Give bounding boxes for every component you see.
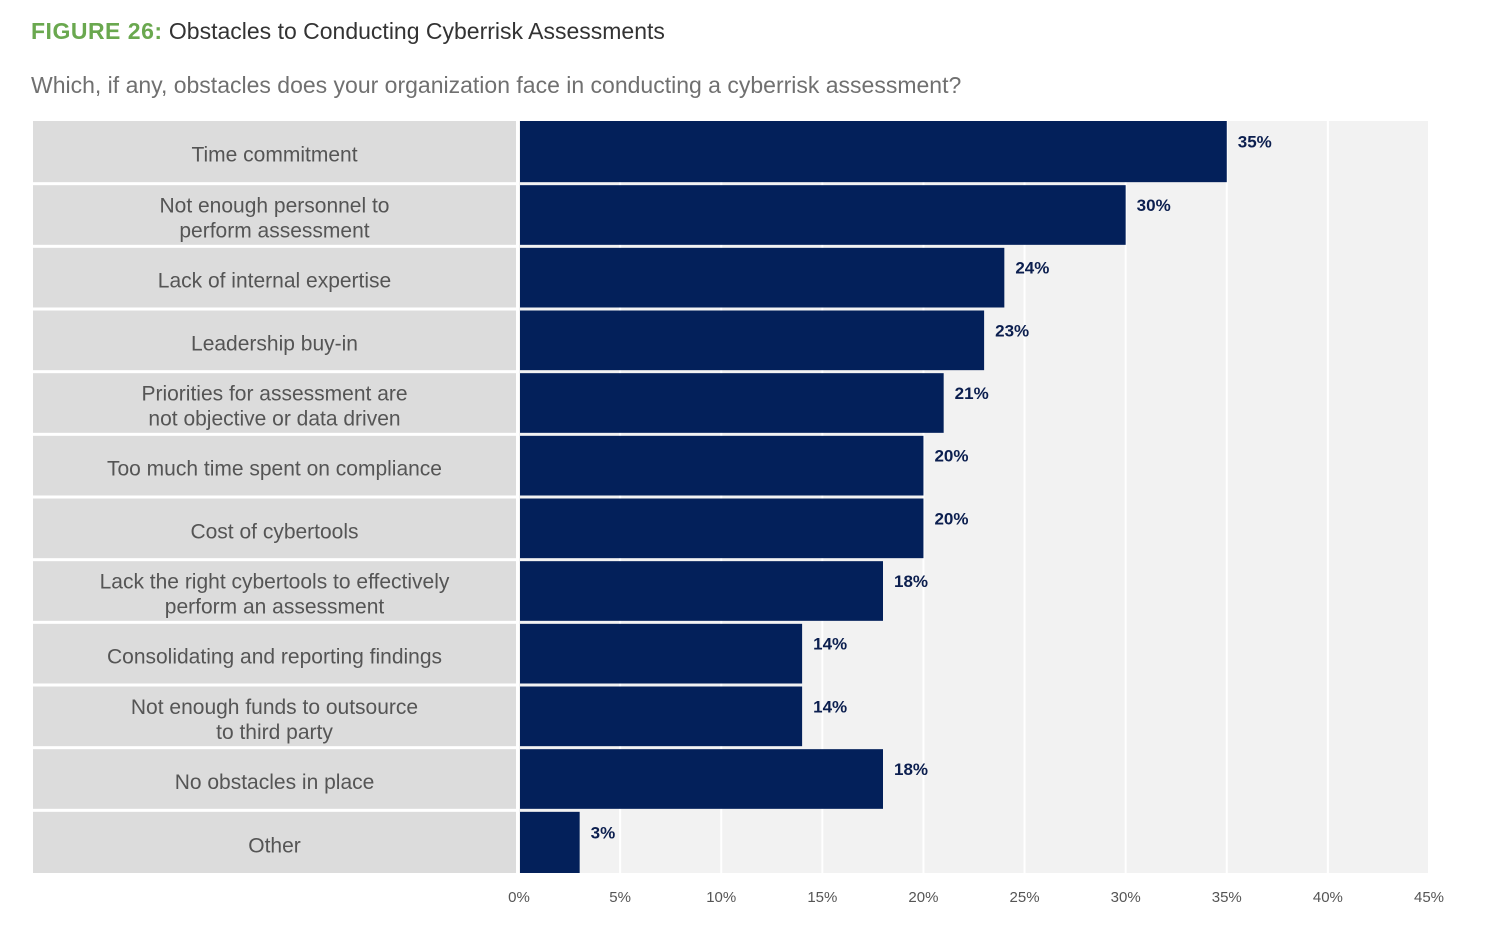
bar <box>520 121 1227 183</box>
figure-title: FIGURE 26: Obstacles to Conducting Cyber… <box>31 18 665 45</box>
category-label: Not enough funds to outsource to third pa… <box>131 696 418 744</box>
category-band <box>33 749 516 809</box>
tick-label: 15% <box>807 889 837 906</box>
tick-label: 30% <box>1111 889 1141 906</box>
tick-label: 35% <box>1212 889 1242 906</box>
value-label: 21% <box>955 384 989 403</box>
category-label: Too much time spent on compliance <box>107 458 442 481</box>
category-label: Lack the right cybertools to effectively… <box>100 571 450 619</box>
category-band <box>33 498 516 559</box>
figure-tag: FIGURE 26: <box>31 18 163 44</box>
category-label: Priorities for assessment are not objecti… <box>141 383 407 431</box>
bar <box>520 561 883 621</box>
category-label: Other <box>248 834 301 857</box>
category-label: Lack of internal expertise <box>158 270 391 293</box>
value-label: 35% <box>1238 133 1272 152</box>
value-label: 14% <box>813 635 847 654</box>
bar <box>520 498 924 559</box>
tick-label: 40% <box>1313 889 1343 906</box>
category-label: Cost of cybertools <box>190 520 358 543</box>
bar <box>520 749 883 809</box>
category-band <box>33 811 516 873</box>
category-band <box>33 561 516 621</box>
tick-label: 5% <box>609 889 631 906</box>
value-label: 30% <box>1137 196 1171 215</box>
tick-label: 45% <box>1414 889 1444 906</box>
category-label: Not enough personnel to perform assessmen… <box>159 195 389 243</box>
category-band <box>33 686 516 747</box>
figure-title-text: Obstacles to Conducting Cyberrisk Assess… <box>168 18 665 44</box>
value-label: 18% <box>894 572 928 591</box>
bar <box>520 373 944 433</box>
value-label: 18% <box>894 760 928 779</box>
value-label: 3% <box>591 823 616 842</box>
category-label: No obstacles in place <box>175 771 375 794</box>
category-band <box>33 623 516 684</box>
value-label: 20% <box>934 447 968 466</box>
tick-label: 25% <box>1010 889 1040 906</box>
category-band <box>33 373 516 433</box>
tick-label: 10% <box>706 889 736 906</box>
category-band <box>33 310 516 371</box>
value-label: 24% <box>1015 259 1049 278</box>
bar <box>520 185 1126 245</box>
category-label: Leadership buy-in <box>191 332 358 355</box>
category-label: Consolidating and reporting findings <box>107 646 442 669</box>
category-band <box>33 185 516 245</box>
value-label: 23% <box>995 321 1029 340</box>
value-label: 14% <box>813 697 847 716</box>
plot-background <box>519 121 1429 873</box>
bar <box>520 623 803 684</box>
value-label: 20% <box>934 509 968 528</box>
figure-subtitle: Which, if any, obstacles does your organ… <box>31 72 962 98</box>
tick-label: 20% <box>908 889 938 906</box>
bar <box>520 811 580 873</box>
category-band <box>33 121 516 183</box>
category-label: Time commitment <box>191 144 357 167</box>
bar <box>520 247 1005 308</box>
category-band <box>33 435 516 496</box>
bar <box>520 686 803 747</box>
category-band <box>33 247 516 308</box>
bar <box>520 435 924 496</box>
tick-label: 0% <box>508 889 530 906</box>
bar <box>520 310 985 371</box>
